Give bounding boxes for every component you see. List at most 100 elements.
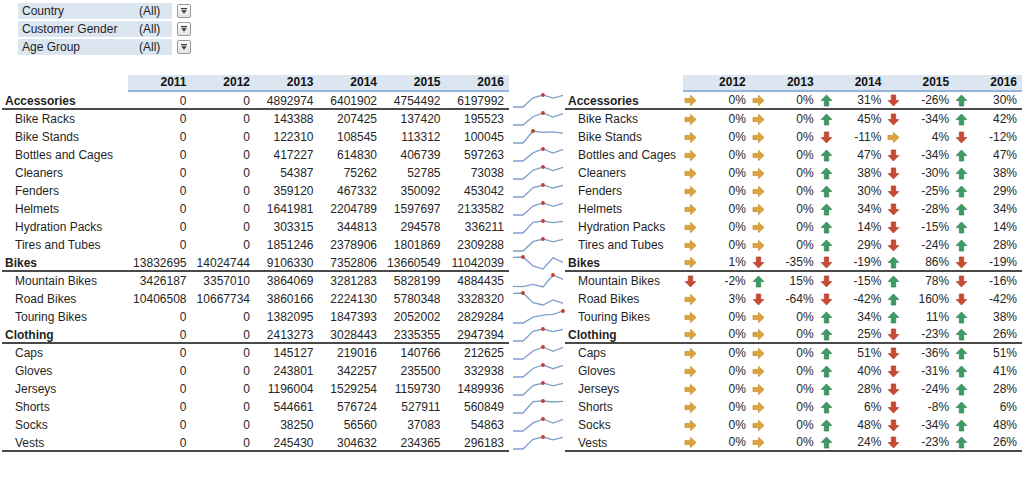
value-cell: 0: [192, 380, 256, 398]
dropdown-arrow-icon: [180, 7, 188, 15]
yoy-cell: 3%: [683, 290, 751, 308]
yoy-percent: -31%: [921, 362, 949, 380]
filter-value[interactable]: (All): [139, 39, 172, 55]
filter-value[interactable]: (All): [139, 21, 172, 37]
yoy-cell: 30%: [954, 92, 1022, 110]
yoy-cell: 0%: [751, 110, 819, 128]
yoy-percent: 25%: [857, 326, 881, 343]
value-cell: 359120: [255, 182, 319, 200]
arrow-right-icon: [684, 131, 697, 144]
arrow-right-icon: [752, 401, 765, 414]
yoy-cell: 11%: [886, 308, 954, 326]
arrow-up-icon: [820, 221, 833, 234]
arrow-down-icon: [955, 256, 968, 269]
arrow-up-icon: [820, 167, 833, 180]
sparkline-cell: [509, 92, 565, 110]
value-cell: 2309288: [446, 236, 510, 254]
value-cell: 296183: [446, 434, 510, 452]
filter-dropdown-button[interactable]: [177, 4, 191, 18]
yoy-cell: 0%: [683, 128, 751, 146]
value-cell: 13660549: [382, 254, 446, 272]
yoy-cell: 0%: [683, 308, 751, 326]
row-label: Touring Bikes: [2, 308, 128, 326]
yoy-cell: -8%: [886, 398, 954, 416]
value-cell: 303315: [255, 218, 319, 236]
filter-value[interactable]: (All): [139, 3, 172, 19]
value-cell: 14024744: [192, 254, 256, 272]
yoy-percent: 0%: [728, 398, 745, 416]
yoy-cell: -64%: [751, 290, 819, 308]
yoy-cell: 0%: [751, 164, 819, 182]
row-label: Touring Bikes: [565, 308, 683, 326]
yoy-percent: -23%: [921, 434, 949, 451]
arrow-right-icon: [752, 239, 765, 252]
value-cell: 5828199: [382, 272, 446, 290]
sparkline-high-point-marker: [541, 147, 545, 151]
row-label: Shorts: [2, 398, 128, 416]
filter-dropdown-button[interactable]: [177, 22, 191, 36]
arrow-down-icon: [887, 347, 900, 360]
sparkline-cell: [509, 128, 565, 146]
arrow-right-icon: [684, 328, 697, 341]
sparkline-high-point-marker: [551, 273, 555, 277]
yoy-percent: 0%: [796, 326, 813, 343]
value-cell: 614830: [319, 146, 383, 164]
arrow-right-icon: [684, 239, 697, 252]
row-label: Vests: [2, 434, 128, 452]
yoy-cell: 0%: [751, 326, 819, 344]
arrow-up-icon: [820, 365, 833, 378]
yoy-cell: 38%: [954, 164, 1022, 182]
arrow-up-icon: [955, 383, 968, 396]
yoy-percent: -11%: [854, 128, 881, 146]
yoy-cell: -11%: [819, 128, 887, 146]
arrow-right-icon: [684, 419, 697, 432]
row-label: Hydration Packs: [2, 218, 128, 236]
yoy-percent: -30%: [921, 164, 949, 182]
yoy-percent: -35%: [786, 254, 814, 271]
yoy-percent: -15%: [921, 218, 949, 236]
yoy-percent: 0%: [796, 164, 813, 182]
value-cell: 417227: [255, 146, 319, 164]
yoy-cell: 28%: [819, 380, 887, 398]
value-cell: 5780348: [382, 290, 446, 308]
yoy-cell: -26%: [886, 92, 954, 110]
yoy-cell: 25%: [819, 326, 887, 344]
year-header: 2015: [382, 75, 446, 92]
value-cell: 0: [192, 362, 256, 380]
yoy-cell: 0%: [683, 92, 751, 110]
value-cell: 2378906: [319, 236, 383, 254]
yoy-cell: -30%: [886, 164, 954, 182]
arrow-down-icon: [887, 239, 900, 252]
value-cell: 143388: [255, 110, 319, 128]
value-cell: 0: [128, 416, 192, 434]
value-cell: 1801869: [382, 236, 446, 254]
row-label: Jerseys: [565, 380, 683, 398]
yoy-cell: -24%: [886, 236, 954, 254]
pivot-filters: Country(All)Customer Gender(All)Age Grou…: [18, 3, 191, 57]
value-cell: 342257: [319, 362, 383, 380]
yoy-percent: 24%: [857, 434, 881, 451]
arrow-right-icon: [684, 293, 697, 306]
value-cell: 235500: [382, 362, 446, 380]
value-cell: 207425: [319, 110, 383, 128]
yoy-percent: 38%: [993, 308, 1017, 326]
value-cell: 113312: [382, 128, 446, 146]
sparkline-cell: [509, 398, 565, 416]
row-label: Tires and Tubes: [2, 236, 128, 254]
sparkline: [511, 435, 565, 451]
filter-dropdown-button[interactable]: [177, 40, 191, 54]
yoy-percent: 0%: [796, 200, 813, 218]
yoy-percent: -42%: [989, 290, 1017, 308]
value-cell: 37083: [382, 416, 446, 434]
arrow-up-icon: [955, 94, 968, 107]
yoy-cell: 38%: [819, 164, 887, 182]
yoy-cell: 6%: [819, 398, 887, 416]
row-label: Socks: [2, 416, 128, 434]
sparkline-header-cell: [509, 75, 565, 92]
sparkline-high-point-marker: [521, 291, 525, 295]
yoy-cell: 24%: [819, 434, 887, 452]
yoy-percent: 0%: [796, 182, 813, 200]
arrow-down-icon: [820, 131, 833, 144]
yoy-cell: -19%: [954, 254, 1022, 272]
arrow-up-icon: [887, 293, 900, 306]
